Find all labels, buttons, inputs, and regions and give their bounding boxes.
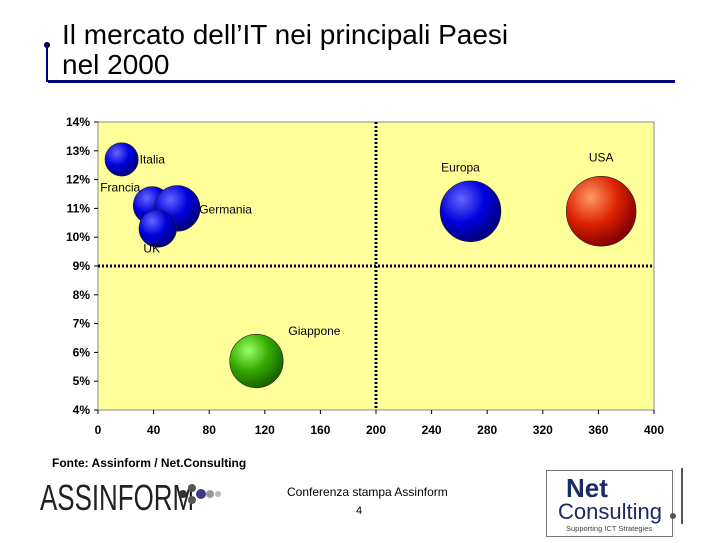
y-tick-label: 7%	[73, 317, 91, 331]
bubble-italia	[104, 142, 139, 177]
source-note: Fonte: Assinform / Net.Consulting	[52, 456, 247, 470]
x-tick-label: 200	[366, 423, 386, 437]
netconsulting-logo: Net Consulting Supporting ICT Strategies	[546, 470, 676, 543]
x-tick-label: 400	[644, 423, 664, 437]
page-number: 4	[356, 505, 363, 517]
slide-title: Il mercato dell’IT nei principali Paesi …	[62, 20, 702, 80]
x-tick-label: 160	[310, 423, 330, 437]
y-tick-label: 12%	[66, 173, 90, 187]
y-tick-label: 4%	[73, 403, 91, 417]
y-tick-label: 13%	[66, 144, 90, 158]
bubble-label-europa: Europa	[441, 160, 480, 174]
y-tick-label: 9%	[73, 259, 91, 273]
bubble-label-usa: USA	[589, 150, 614, 164]
title-accent-bar	[46, 42, 48, 82]
assinform-dots-icon	[179, 484, 221, 504]
x-tick-label: 360	[588, 423, 608, 437]
bubble-usa	[565, 176, 637, 247]
y-tick-label: 8%	[73, 288, 91, 302]
y-tick-label: 10%	[66, 230, 90, 244]
assinform-logo: ASSINFORM	[40, 474, 240, 523]
bubble-giappone	[229, 334, 284, 389]
x-tick-label: 80	[203, 423, 217, 437]
bubble-label-francia: Francia	[100, 181, 140, 195]
title-line-2: nel 2000	[62, 49, 170, 80]
title-line-1: Il mercato dell’IT nei principali Paesi	[62, 19, 509, 50]
bubble-label-uk: UK	[143, 242, 160, 256]
netconsulting-word-consulting: Consulting	[558, 499, 662, 524]
x-tick-label: 40	[147, 423, 161, 437]
footer-side-bar	[681, 468, 683, 524]
x-tick-label: 320	[533, 423, 553, 437]
bubble-uk	[138, 209, 177, 248]
bubble-europa	[439, 180, 502, 242]
bubble-label-italia: Italia	[140, 152, 166, 166]
bubble-label-germania: Germania	[199, 202, 252, 216]
x-tick-label: 280	[477, 423, 497, 437]
netconsulting-word-net: Net	[566, 473, 608, 503]
footer-side-dot	[670, 513, 676, 519]
y-tick-label: 14%	[66, 115, 90, 129]
y-tick-label: 6%	[73, 345, 91, 359]
x-tick-label: 0	[95, 423, 102, 437]
conference-label: Conferenza stampa Assinform	[287, 485, 448, 499]
y-tick-label: 11%	[67, 201, 91, 215]
x-tick-label: 240	[422, 423, 442, 437]
title-underline	[48, 80, 675, 83]
assinform-wordmark: ASSINFORM	[40, 478, 194, 518]
x-tick-label: 120	[255, 423, 275, 437]
y-tick-label: 5%	[73, 374, 91, 388]
netconsulting-tagline: Supporting ICT Strategies	[566, 524, 652, 533]
bubble-label-giappone: Giappone	[288, 324, 340, 338]
